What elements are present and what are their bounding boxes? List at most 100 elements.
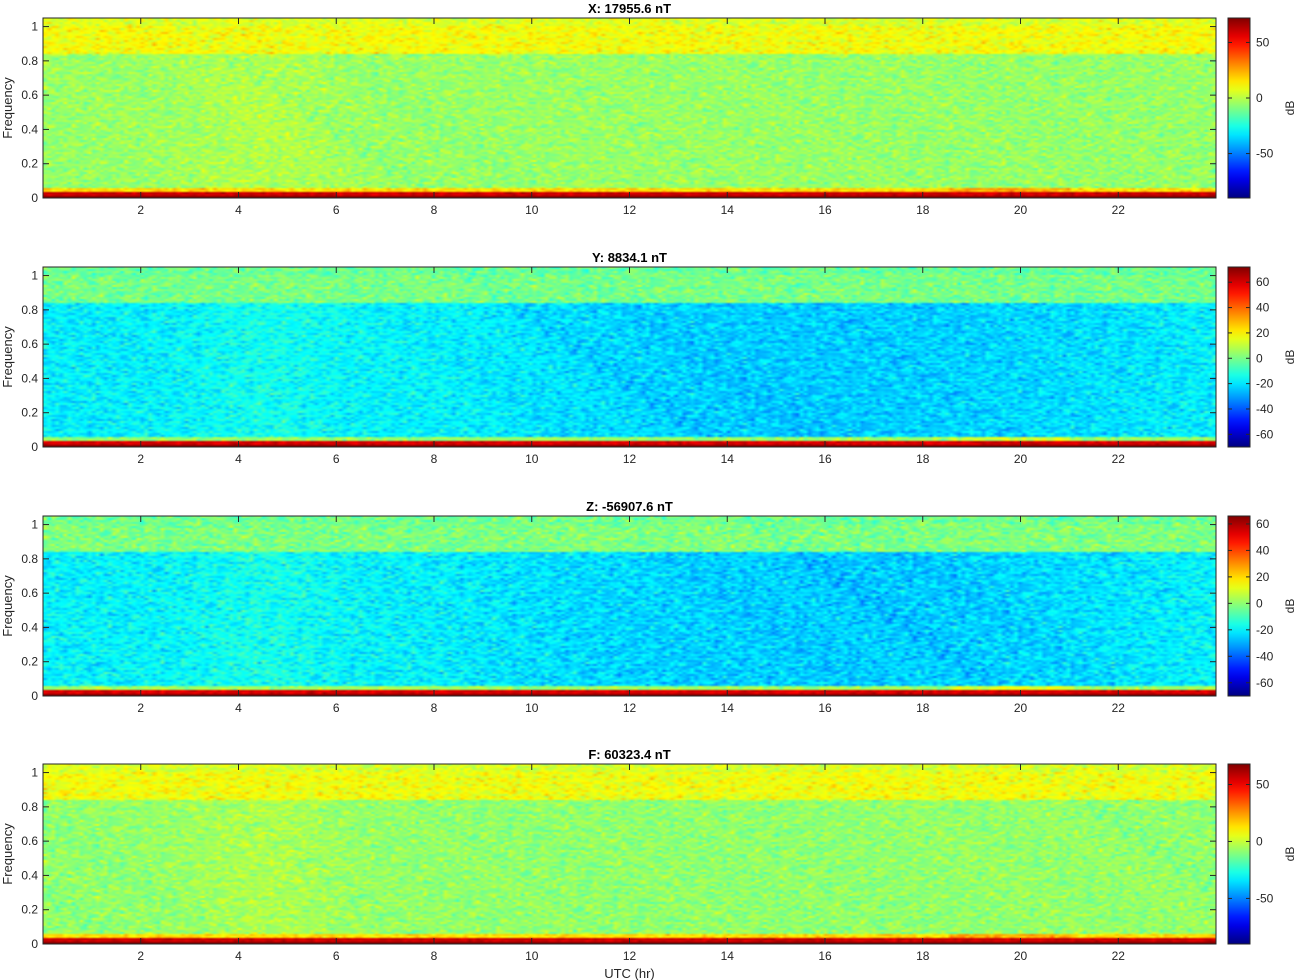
x-tick-label: 10 [525,701,539,715]
y-tick-label: 0 [31,440,38,454]
x-tick-label: 20 [1014,452,1028,466]
y-tick-label: 1 [31,269,38,283]
colorbar-tick-label: 60 [1256,275,1270,289]
y-tick-label: 0 [31,191,38,205]
colorbar [1228,18,1250,198]
panel-z: Z: -56907.6 nT2 4 6 8 10 12 14 16 18 20 2200.20.40… [0,499,1297,715]
x-tick-label: 20 [1014,203,1028,217]
colorbar [1228,764,1250,944]
colorbar-tick-label: -20 [1256,623,1274,637]
y-tick-label: 0.6 [21,337,38,351]
x-tick-label: 4 [235,701,242,715]
x-tick-label: 10 [525,452,539,466]
y-axis-label: Frequency [0,575,15,637]
y-tick-label: 0.2 [21,655,38,669]
colorbar-tick-label: 20 [1256,570,1270,584]
x-tick-label: 2 [137,452,144,466]
x-tick-label: 4 [235,452,242,466]
x-tick-label: 4 [235,203,242,217]
x-tick-label: 6 [333,701,340,715]
y-tick-label: 0.8 [21,800,38,814]
x-tick-label: 16 [818,949,832,963]
spectrogram-image [43,764,1216,944]
y-tick-label: 1 [31,518,38,532]
x-tick-label: 12 [623,949,637,963]
y-tick-label: 0.4 [21,868,38,882]
colorbar-box [1227,763,1251,945]
y-tick-label: 0.6 [21,834,38,848]
x-tick-label: 14 [721,701,735,715]
spectrogram-image [43,516,1216,696]
x-tick-label: 14 [721,452,735,466]
panel-title: Y: 8834.1 nT [592,250,667,265]
y-tick-label: 0.8 [21,552,38,566]
x-tick-label: 8 [431,452,438,466]
x-tick-label: 22 [1112,949,1126,963]
x-tick-label: 16 [818,452,832,466]
x-tick-label: 8 [431,949,438,963]
y-tick-label: 0.6 [21,586,38,600]
colorbar-tick-label: -60 [1256,676,1274,690]
x-tick-label: 20 [1014,701,1028,715]
colorbar-tick-label: -50 [1256,891,1274,905]
colorbar-tick-label: 50 [1256,778,1270,792]
x-tick-label: 8 [431,701,438,715]
colorbar [1228,267,1250,447]
y-tick-label: 0.8 [21,54,38,68]
x-tick-label: 16 [818,203,832,217]
x-tick-label: 18 [916,452,930,466]
x-axis-label: UTC (hr) [604,966,655,980]
colorbar-box [1227,17,1251,199]
colorbar-tick-label: -50 [1256,147,1274,161]
x-tick-label: 6 [333,949,340,963]
colorbar-tick-label: 20 [1256,326,1270,340]
spectrogram-image [43,267,1216,447]
colorbar-tick-label: 60 [1256,517,1270,531]
colorbar-label: dB [1283,101,1297,116]
colorbar-tick-label: 0 [1256,91,1263,105]
panel-title: F: 60323.4 nT [588,747,670,762]
colorbar-label: dB [1283,350,1297,365]
colorbar [1228,516,1250,696]
colorbar-tick-label: -60 [1256,427,1274,441]
x-tick-label: 22 [1112,452,1126,466]
colorbar-label: dB [1283,847,1297,862]
y-tick-label: 0.4 [21,371,38,385]
x-tick-label: 4 [235,949,242,963]
panel-f: F: 60323.4 nT2 4 6 8 10 12 14 16 18 20 2200.20.40.… [0,747,1297,980]
colorbar-box [1227,515,1251,697]
colorbar-tick-label: 0 [1256,351,1263,365]
x-tick-label: 12 [623,701,637,715]
colorbar-tick-label: -20 [1256,377,1274,391]
y-tick-label: 0.4 [21,122,38,136]
x-tick-label: 10 [525,203,539,217]
panel-title: X: 17955.6 nT [588,1,671,16]
colorbar-tick-label: 0 [1256,596,1263,610]
x-tick-label: 22 [1112,203,1126,217]
x-tick-label: 6 [333,452,340,466]
colorbar-tick-label: -40 [1256,649,1274,663]
x-tick-label: 22 [1112,701,1126,715]
x-tick-label: 2 [137,701,144,715]
colorbar-tick-label: 50 [1256,35,1270,49]
x-tick-label: 12 [623,452,637,466]
y-tick-label: 0.2 [21,157,38,171]
panel-x: X: 17955.6 nT2 4 6 8 10 12 14 16 18 20 2200.20.40.… [0,1,1297,217]
colorbar-label: dB [1283,599,1297,614]
y-tick-label: 0.4 [21,620,38,634]
x-tick-label: 18 [916,949,930,963]
panel-y: Y: 8834.1 nT2 4 6 8 10 12 14 16 18 20 2200.20.40.6… [0,250,1297,466]
y-tick-label: 0.8 [21,303,38,317]
x-tick-label: 18 [916,701,930,715]
y-tick-label: 1 [31,20,38,34]
x-tick-label: 2 [137,203,144,217]
x-tick-label: 2 [137,949,144,963]
x-tick-label: 6 [333,203,340,217]
spectrogram-image [43,18,1216,198]
colorbar-tick-label: 0 [1256,834,1263,848]
colorbar-tick-label: 40 [1256,543,1270,557]
x-tick-label: 16 [818,701,832,715]
y-axis-label: Frequency [0,823,15,885]
y-tick-label: 0.2 [21,406,38,420]
